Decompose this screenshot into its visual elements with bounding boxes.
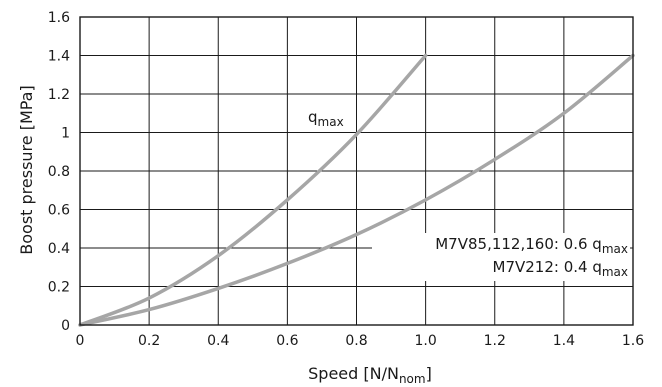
y-tick-label: 1.4 bbox=[48, 49, 70, 65]
reduced-displacement-curve bbox=[78, 53, 635, 327]
y-tick-label: 1 bbox=[61, 126, 70, 142]
x-tick-label: 0.2 bbox=[138, 333, 160, 349]
annotation-m7v-small-sizes: M7V85,112,160: 0.6 qmax bbox=[435, 235, 628, 256]
annotation-background bbox=[372, 233, 630, 281]
annotation-q-max: qmax bbox=[308, 108, 344, 129]
x-tick-label: 1.6 bbox=[622, 333, 644, 349]
x-tick-label: 1.2 bbox=[484, 333, 506, 349]
y-tick-label: 0.8 bbox=[48, 164, 70, 180]
y-axis-label: Boost pressure [MPa] bbox=[17, 85, 36, 254]
x-tick-label: 1.0 bbox=[414, 333, 436, 349]
series-curves bbox=[78, 53, 635, 327]
x-tick-label: 1.4 bbox=[553, 333, 575, 349]
y-tick-label: 0.2 bbox=[48, 280, 70, 296]
x-axis-label: Speed [N/Nnom] bbox=[308, 364, 432, 386]
y-tick-label: 0.6 bbox=[48, 203, 70, 219]
x-tick-label: 0 bbox=[76, 333, 85, 349]
y-tick-label: 1.6 bbox=[48, 10, 70, 26]
x-tick-label: 0.8 bbox=[345, 333, 367, 349]
plot-frame bbox=[79, 16, 634, 326]
annotation-m7v212: M7V212: 0.4 qmax bbox=[493, 258, 629, 279]
x-tick-label: 0.6 bbox=[276, 333, 298, 349]
y-tick-label: 0 bbox=[61, 318, 70, 334]
x-tick-label: 0.4 bbox=[207, 333, 229, 349]
x-tick-labels: 0 0.2 0.4 0.6 0.8 1.0 1.2 1.4 1.6 bbox=[76, 333, 645, 349]
y-tick-labels: 0 0.2 0.4 0.6 0.8 1 1.2 1.4 1.6 bbox=[48, 10, 70, 334]
q-max-curve bbox=[78, 53, 428, 327]
y-tick-label: 0.4 bbox=[48, 241, 70, 257]
y-tick-label: 1.2 bbox=[48, 87, 70, 103]
